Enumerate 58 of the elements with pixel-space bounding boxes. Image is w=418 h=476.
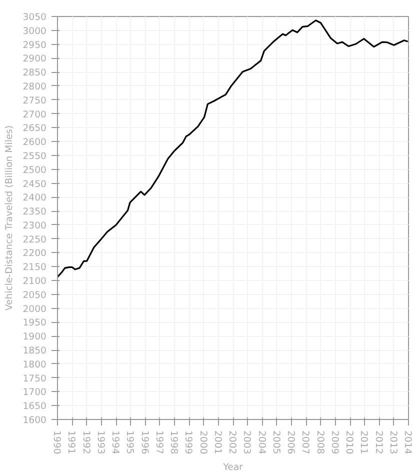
y-tick-label: 2750 <box>22 95 47 106</box>
y-tick-label: 1850 <box>22 346 47 357</box>
y-tick-label: 1600 <box>22 415 47 426</box>
x-tick-label: 2000 <box>197 430 208 454</box>
y-tick-label: 2450 <box>22 178 47 190</box>
y-tick-label: 2050 <box>22 290 47 301</box>
x-tick-label: 1993 <box>94 430 106 454</box>
y-tick-label: 2100 <box>22 276 47 288</box>
y-tick-label: 2350 <box>22 206 47 218</box>
y-tick-label: 2650 <box>22 123 47 134</box>
x-tick-label: 1994 <box>110 430 120 454</box>
y-tick-label: 2700 <box>22 109 47 120</box>
x-tick-label: 1991 <box>66 430 77 454</box>
y-tick-label: 2300 <box>22 220 47 232</box>
x-tick-label: 2005 <box>270 430 282 454</box>
y-tick-label: 2550 <box>22 150 47 162</box>
x-tick-label: 2012 <box>372 430 384 454</box>
y-tick-label: 1750 <box>22 373 47 384</box>
y-tick-label: 2850 <box>22 68 47 79</box>
y-tick-label: 2200 <box>22 248 47 260</box>
x-tick-label: 1992 <box>80 430 92 454</box>
y-tick-label: 2600 <box>22 137 47 148</box>
x-tick-label: 2002 <box>226 430 238 454</box>
x-tick-label: 2007 <box>300 430 311 454</box>
x-axis-title: Year <box>222 462 244 474</box>
y-tick-label: 2400 <box>22 192 47 204</box>
y-axis-title: Vehicle-Distance Traveled (Billion Miles) <box>4 125 15 311</box>
y-tick-label: 2000 <box>22 304 47 315</box>
x-tick-label: 2004 <box>256 430 267 454</box>
y-tick-label: 1650 <box>22 401 47 412</box>
x-tick-label: 2010 <box>344 430 354 454</box>
y-tick-label: 2950 <box>22 40 47 51</box>
x-tick-label: 2003 <box>241 430 252 454</box>
y-tick-label: 3050 <box>22 12 47 23</box>
x-tick-label: 2006 <box>285 430 296 454</box>
line-series <box>58 20 408 278</box>
x-tick-label: 2009 <box>328 430 340 454</box>
y-tick-label: 2150 <box>22 262 47 274</box>
y-tick-label: 1800 <box>22 359 47 370</box>
y-tick-label: 1700 <box>22 387 47 398</box>
x-tick-label: 1999 <box>182 430 194 454</box>
x-tick-label: 1998 <box>168 430 179 454</box>
y-tick-label: 2800 <box>22 81 47 92</box>
x-tick-label: 1995 <box>124 430 136 454</box>
y-tick-label: 2900 <box>22 54 47 65</box>
x-tick-label: 2013 <box>387 430 398 454</box>
x-tick-label: 2001 <box>212 430 223 454</box>
y-tick-label: 1900 <box>22 332 47 343</box>
y-tick-label: 3000 <box>22 26 47 37</box>
x-tick-label: 1996 <box>138 430 150 454</box>
x-tick-label: 2008 <box>314 430 326 454</box>
y-tick-label: 2500 <box>22 164 47 176</box>
y-tick-label: 1950 <box>22 318 47 329</box>
x-tick-label: 1990 <box>51 430 62 454</box>
x-tick-label: 1997 <box>153 430 164 454</box>
y-tick-label: 2250 <box>22 234 47 246</box>
x-tick-label: 2011 <box>358 430 370 454</box>
x-tick-label: 2014 <box>402 430 413 454</box>
